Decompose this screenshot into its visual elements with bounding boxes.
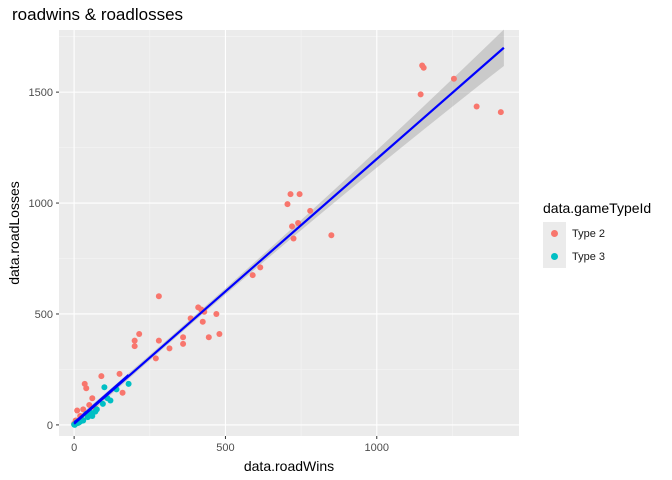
point-type-2 bbox=[180, 334, 187, 341]
x-axis-ticks: 0 500 1000 bbox=[71, 436, 389, 454]
point-type-2 bbox=[89, 395, 96, 402]
point-type-3 bbox=[99, 400, 106, 407]
legend-label: Type 2 bbox=[572, 227, 606, 240]
grid-major bbox=[59, 30, 519, 436]
point-type-2 bbox=[116, 370, 123, 377]
y-tick-label: 500 bbox=[35, 309, 53, 321]
confidence-band bbox=[74, 29, 504, 428]
point-type-2 bbox=[119, 389, 126, 396]
point-type-2 bbox=[86, 401, 93, 408]
point-type-2 bbox=[249, 272, 256, 279]
point-type-2 bbox=[257, 264, 264, 271]
point-type-2 bbox=[205, 334, 212, 341]
legend: data.gameTypeId Type 2 Type 3 bbox=[543, 200, 651, 268]
point-type-2 bbox=[450, 75, 457, 82]
point-type-2 bbox=[328, 232, 335, 239]
fit-line-type-2 bbox=[73, 46, 505, 425]
y-tick-label: 1500 bbox=[29, 87, 53, 99]
plot-panel bbox=[59, 30, 519, 436]
point-type-3 bbox=[101, 384, 108, 391]
legend-item-type-2: Type 2 bbox=[543, 222, 651, 245]
point-type-3 bbox=[93, 406, 100, 413]
point-type-2 bbox=[295, 220, 302, 227]
fit-lines-layer bbox=[73, 46, 505, 425]
grid-minor bbox=[59, 30, 519, 436]
point-type-2 bbox=[289, 223, 296, 230]
x-tick-label: 1000 bbox=[365, 442, 389, 454]
point-type-2 bbox=[417, 91, 424, 98]
point-type-2 bbox=[131, 337, 138, 344]
legend-key bbox=[543, 245, 566, 268]
legend-dot-icon bbox=[551, 253, 558, 260]
point-type-2 bbox=[497, 109, 504, 116]
x-tick-label: 500 bbox=[216, 442, 234, 454]
legend-title: data.gameTypeId bbox=[543, 200, 652, 216]
point-type-2 bbox=[155, 337, 162, 344]
y-axis-ticks: 0 500 1000 1500 bbox=[29, 87, 59, 432]
x-tick-label: 0 bbox=[71, 442, 77, 454]
legend-label: Type 3 bbox=[572, 250, 606, 263]
point-type-2 bbox=[473, 103, 480, 110]
point-type-2 bbox=[80, 406, 87, 413]
y-axis-title: data.roadLosses bbox=[6, 181, 22, 285]
legend-key bbox=[543, 222, 566, 245]
fit-line-type-3 bbox=[73, 374, 130, 424]
point-type-2 bbox=[287, 191, 294, 198]
point-type-2 bbox=[180, 340, 187, 347]
chart-title: roadwins & roadlosses bbox=[12, 5, 184, 24]
point-type-2 bbox=[284, 201, 291, 208]
x-axis-title: data.roadWins bbox=[244, 458, 334, 474]
point-type-2 bbox=[131, 343, 138, 350]
point-type-2 bbox=[155, 293, 162, 300]
point-type-2 bbox=[213, 310, 220, 317]
point-type-2 bbox=[98, 373, 105, 380]
confidence-band-layer bbox=[74, 29, 504, 428]
point-type-2 bbox=[420, 64, 427, 71]
point-type-2 bbox=[83, 385, 90, 392]
point-type-2 bbox=[307, 207, 314, 214]
point-type-2 bbox=[216, 330, 223, 337]
point-type-3 bbox=[107, 397, 114, 404]
point-type-2 bbox=[296, 191, 303, 198]
legend-dot-icon bbox=[551, 230, 558, 237]
point-type-2 bbox=[152, 355, 159, 362]
point-type-2 bbox=[136, 330, 143, 337]
legend-item-type-3: Type 3 bbox=[543, 245, 651, 268]
y-tick-label: 0 bbox=[47, 420, 53, 432]
y-tick-label: 1000 bbox=[29, 198, 53, 210]
point-type-2 bbox=[195, 304, 202, 311]
point-type-2 bbox=[74, 407, 81, 414]
point-type-2 bbox=[290, 235, 297, 242]
point-type-2 bbox=[166, 345, 173, 352]
point-type-2 bbox=[199, 318, 206, 325]
point-type-3 bbox=[125, 380, 132, 387]
